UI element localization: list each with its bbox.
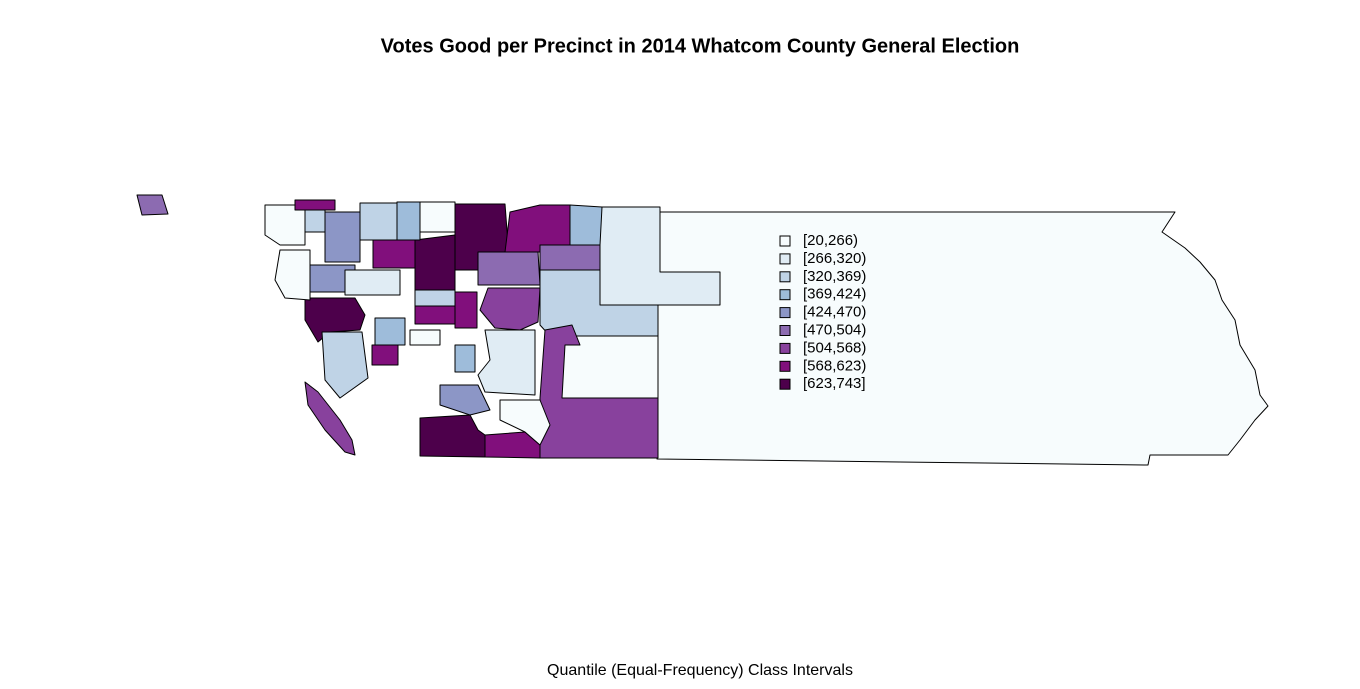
precinct [409, 329, 441, 346]
precinct [344, 269, 401, 296]
precinct [569, 204, 603, 246]
precinct [324, 211, 361, 263]
precinct [321, 331, 369, 399]
precinct [304, 297, 366, 343]
legend-swatch [779, 271, 791, 283]
precinct [499, 399, 551, 446]
map-subtitle: Quantile (Equal-Frequency) Class Interva… [547, 662, 853, 679]
precinct [264, 204, 306, 246]
precinct [539, 269, 659, 337]
legend-swatch [779, 325, 791, 336]
precinct [136, 194, 169, 216]
legend-swatch [779, 360, 791, 372]
legend-swatch [779, 253, 791, 265]
legend-label: [424,470) [803, 304, 866, 321]
precinct [372, 239, 416, 269]
legend-label: [623,743] [803, 375, 866, 392]
legend-swatch [779, 235, 791, 247]
legend: [20,266)[266,320)[320,369)[369,424)[424,… [779, 232, 866, 392]
legend-swatch [779, 289, 791, 301]
precinct-map [136, 194, 1269, 466]
precinct [439, 384, 491, 416]
precinct [477, 329, 536, 396]
precinct [371, 344, 399, 366]
precinct [396, 201, 421, 241]
precinct [359, 202, 398, 241]
precinct [656, 211, 1269, 466]
precinct [539, 244, 601, 271]
precinct [419, 414, 486, 458]
map-title: Votes Good per Precinct in 2014 Whatcom … [381, 35, 1020, 57]
precinct [479, 287, 541, 331]
precinct [304, 381, 356, 456]
precinct [454, 344, 476, 373]
legend-label: [369,424) [803, 286, 866, 303]
precinct [477, 251, 541, 286]
legend-label: [568,623) [803, 357, 866, 374]
precinct [454, 291, 478, 329]
precinct [414, 289, 456, 307]
legend-label: [20,266) [803, 232, 858, 249]
legend-swatch [779, 342, 791, 354]
precinct [294, 199, 336, 211]
precinct [374, 317, 406, 346]
precinct [419, 201, 456, 233]
precinct [414, 234, 456, 291]
legend-label: [504,568) [803, 339, 866, 356]
legend-label: [266,320) [803, 250, 866, 267]
legend-label: [470,504) [803, 321, 866, 338]
legend-swatch [779, 307, 791, 319]
precinct [274, 249, 311, 301]
precinct [414, 305, 456, 325]
legend-swatch [779, 378, 791, 390]
legend-label: [320,369) [803, 268, 866, 285]
